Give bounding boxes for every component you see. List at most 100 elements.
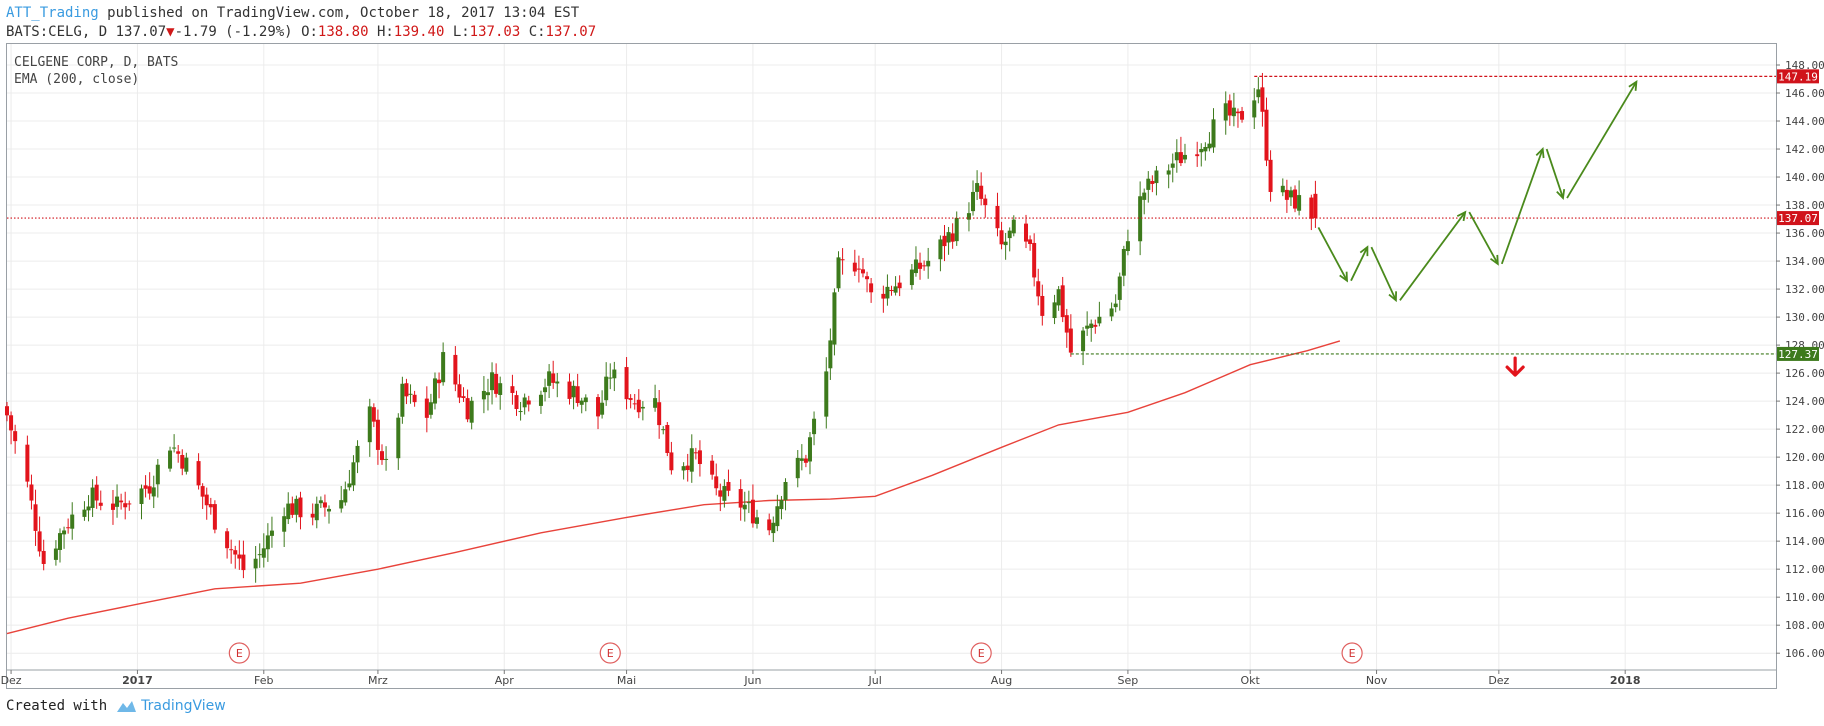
candle-body (347, 483, 352, 488)
candle-body (1288, 190, 1293, 198)
high-value: 139.40 (393, 24, 445, 40)
candle-body (950, 233, 955, 242)
candle-body (628, 398, 633, 400)
instrument-legend: CELGENE CORP, D, BATS (14, 55, 179, 70)
candle-body (966, 213, 971, 220)
projection-arrow-head (1489, 254, 1499, 266)
candle-body (913, 259, 918, 274)
candle-body (396, 417, 401, 459)
candle-body (795, 457, 800, 479)
candle-body (518, 411, 523, 413)
price-label-support: 127.37 (1778, 348, 1818, 361)
candle-body (86, 506, 91, 511)
candle-body (1154, 170, 1159, 184)
tradingview-brand-label: TradingView (141, 698, 226, 714)
earnings-marker (228, 642, 250, 664)
candle-body (779, 500, 784, 510)
candle-body (322, 502, 327, 508)
x-tick-label: Aug (991, 674, 1012, 687)
candle-body (1235, 111, 1240, 114)
x-tick-label: Feb (254, 674, 273, 687)
candle-body (832, 292, 837, 345)
candle-body (1195, 154, 1200, 157)
candle-body (775, 506, 780, 527)
candle-body (282, 516, 287, 532)
candle-body (1028, 239, 1033, 244)
candle-body (543, 387, 548, 393)
candle-body (750, 499, 755, 524)
chart-header: ATT_Trading published on TradingView.com… (6, 4, 596, 42)
indicator-legend[interactable]: EMA (200, close) (14, 72, 140, 87)
time-axis[interactable]: Dez 2017 Feb Mrz Apr Mai Jun Jul Aug Sep Okt Nov Dez… (1, 669, 1776, 687)
candle-body (1297, 195, 1302, 211)
candle-body (412, 394, 417, 403)
y-tick-label: 110.00 (1785, 591, 1824, 604)
tradingview-brand[interactable]: TradingView (115, 698, 226, 714)
candle-body (938, 239, 943, 260)
candle-body (710, 460, 715, 475)
candle-body (1240, 111, 1245, 120)
candle-body (404, 383, 409, 397)
candle-body (208, 504, 213, 508)
candle-body (465, 398, 470, 420)
candle-body (110, 503, 115, 510)
candle-body (196, 461, 201, 486)
candle-body (1056, 289, 1061, 306)
price-axis[interactable]: 148.00 146.00 144.00 142.00 140.00 138.00 136.… (1776, 59, 1824, 660)
candle-body (608, 377, 613, 379)
candle-body (1085, 325, 1090, 329)
projection-arrow-head (1628, 80, 1638, 91)
close-label: C: (528, 24, 546, 40)
candle-body (575, 386, 580, 404)
projection-arrow (1350, 246, 1369, 282)
candle-body (1032, 242, 1037, 278)
tradingview-logo-icon (117, 701, 137, 712)
candle-body (212, 504, 217, 530)
candle-body (1199, 149, 1204, 153)
candle-body (526, 400, 531, 405)
created-with-text: Created with (6, 698, 108, 714)
candle-body (869, 283, 874, 293)
candle-body (1166, 170, 1171, 175)
candle-body (612, 369, 617, 379)
y-tick-label: 116.00 (1785, 507, 1824, 520)
author-link[interactable]: ATT_Trading (6, 5, 99, 21)
candle-body (257, 554, 262, 556)
published-text: published on TradingView.com, October 18… (98, 5, 580, 21)
candle-body (229, 549, 234, 551)
earnings-marker-label: E (978, 647, 985, 660)
candle-body (327, 508, 332, 512)
candle-body (697, 450, 702, 465)
candle-body (1264, 109, 1269, 161)
candle-body (1293, 189, 1298, 209)
price-label-box-last (1777, 211, 1819, 226)
candle-body (37, 531, 42, 552)
candle-body (1150, 180, 1155, 184)
candle-body (441, 352, 446, 383)
open-label: O: (301, 24, 318, 40)
candle-body (803, 458, 808, 463)
candle-body (975, 183, 980, 192)
candle-body (865, 276, 870, 280)
symbol-label: BATS:CELG, D (6, 24, 108, 40)
candle-body (547, 371, 552, 386)
candle-body (1121, 248, 1126, 276)
candle-body (1309, 197, 1314, 219)
projection-arrow-head (1339, 271, 1348, 283)
candle-body (481, 390, 486, 400)
candle-body (437, 379, 442, 384)
projection-arrow-head (1388, 291, 1397, 303)
candle-body (1024, 223, 1029, 242)
candle-body (62, 530, 67, 535)
candle-body (812, 418, 817, 435)
earnings-marker-label: E (607, 647, 614, 660)
candle-body (624, 367, 629, 400)
projection-arrow-head (1556, 188, 1566, 200)
x-tick-label: Mrz (368, 674, 388, 687)
publish-line: ATT_Trading published on TradingView.com… (6, 4, 596, 23)
candle-body (1113, 303, 1118, 308)
candle-body (5, 406, 9, 416)
candle-body (457, 384, 462, 398)
